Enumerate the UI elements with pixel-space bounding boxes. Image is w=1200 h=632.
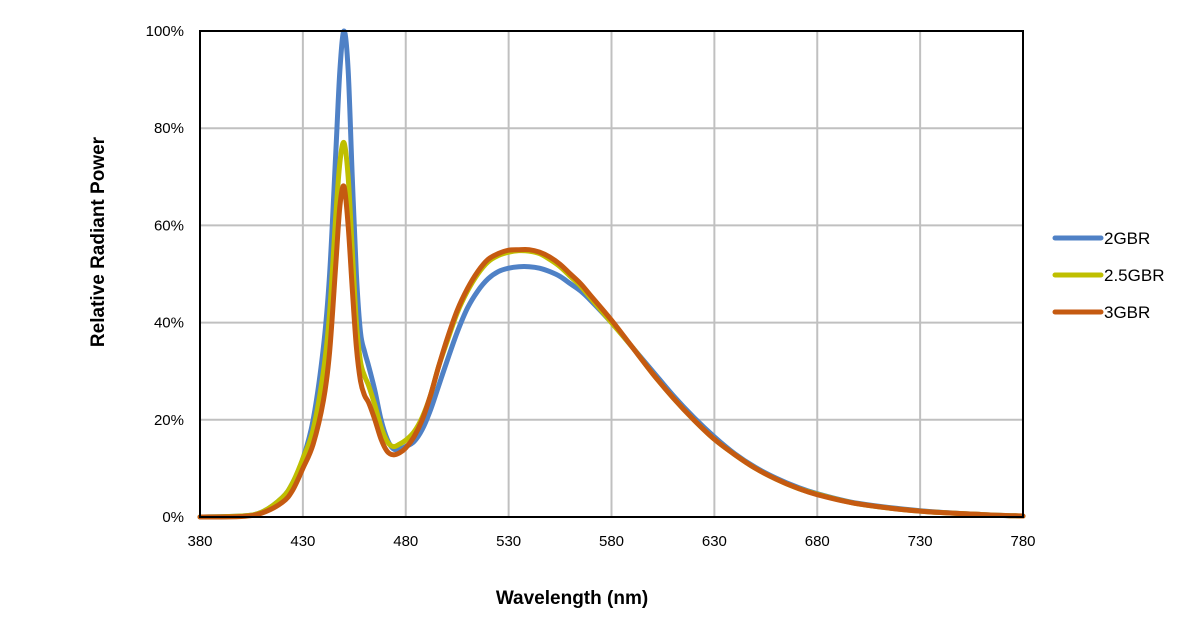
x-tick-label: 780 [1010,533,1035,550]
x-tick-label: 580 [599,533,624,550]
legend-label: 2GBR [1104,229,1150,248]
y-tick-label: 80% [154,120,184,137]
y-tick-label: 0% [162,509,184,526]
legend-label: 2.5GBR [1104,266,1164,285]
x-tick-label: 680 [805,533,830,550]
y-axis-title: Relative Radiant Power [88,136,109,347]
x-tick-label: 380 [187,533,212,550]
legend: 2GBR 2.5GBR 3GBR [1052,229,1164,322]
legend-label: 3GBR [1104,303,1150,322]
y-tick-label: 20% [154,412,184,429]
y-tick-label: 60% [154,217,184,234]
x-tick-label: 480 [393,533,418,550]
x-tick-label: 430 [290,533,315,550]
plot-frame [199,30,1024,518]
x-tick-label: 530 [496,533,521,550]
series-line-3GBR [197,183,1026,520]
x-tick-label: 630 [702,533,727,550]
x-tick-label: 730 [908,533,933,550]
y-tick-label: 40% [154,315,184,332]
x-axis-title: Wavelength (nm) [496,588,648,609]
y-tick-label: 100% [146,23,184,40]
